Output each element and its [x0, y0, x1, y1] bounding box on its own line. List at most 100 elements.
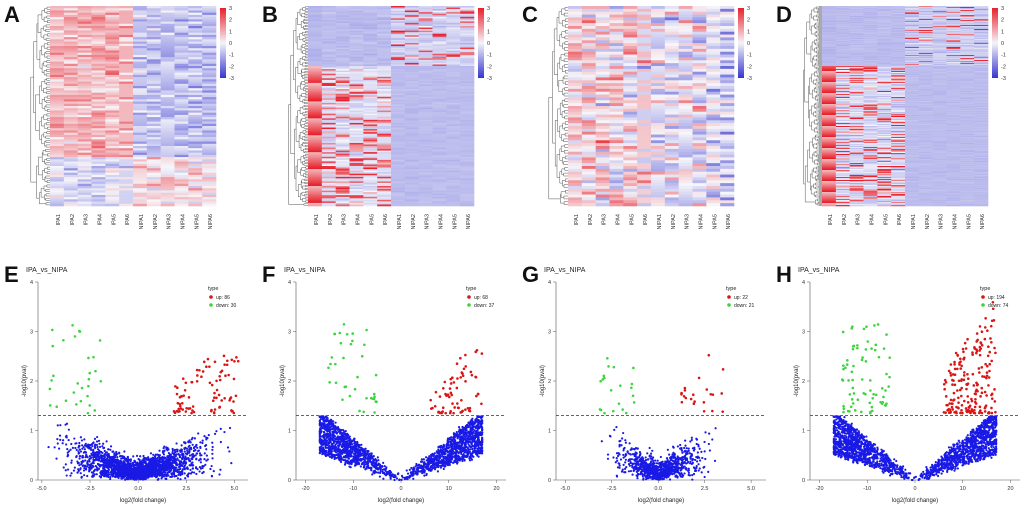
heatmap-cell: [63, 41, 78, 45]
heatmap-cell: [460, 201, 475, 204]
heatmap-cell: [863, 29, 878, 31]
panel-label-b: B: [262, 2, 278, 27]
heatmap-cell: [692, 48, 707, 53]
heatmap-cell: [581, 80, 596, 84]
heatmap-cell: [651, 114, 666, 118]
heatmap-cell: [651, 137, 666, 141]
heatmap-cell: [460, 16, 475, 19]
heatmap-b: IPA1 IPA2 IPA3 IPA4 IPA5 IPA6 NIPA1 NIPA2 NIPA3 N…: [288, 6, 492, 230]
dendrogram-branch: [565, 24, 568, 28]
dendrogram-branch: [818, 122, 822, 124]
dendrogram-branch: [818, 12, 822, 14]
heatmap-cell: [905, 85, 920, 87]
heatmap-cell: [335, 92, 350, 94]
heatmap-cell: [418, 155, 433, 158]
dendrogram-branch: [36, 165, 40, 199]
heatmap-cell: [308, 76, 323, 79]
heatmap-cell: [891, 28, 906, 30]
dendrogram-branch: [810, 185, 815, 195]
heatmap-cell: [651, 71, 666, 75]
heatmap-cell: [391, 109, 406, 111]
heatmap-cell: [404, 30, 419, 33]
heatmap-cell: [133, 23, 148, 27]
heatmap-cell: [720, 106, 735, 110]
heatmap-cell: [664, 108, 679, 113]
heatmap-cell: [391, 122, 406, 125]
heatmap-cell: [446, 24, 461, 27]
heatmap-cell: [432, 87, 447, 90]
heatmap-cell: [946, 23, 961, 25]
heatmap-cell: [637, 74, 652, 78]
heatmap-cell: [960, 76, 975, 78]
heatmap-cell: [432, 53, 447, 56]
heatmap-cell: [891, 65, 906, 67]
heatmap-cell: [418, 198, 433, 201]
heatmap-cell: [877, 34, 892, 36]
heatmap-cell: [308, 132, 323, 134]
heatmap-cell: [308, 187, 323, 190]
sample-label: NIPA6: [466, 214, 472, 230]
heatmap-cell: [133, 30, 148, 33]
heatmap-cell: [188, 192, 203, 196]
heatmap-cell: [133, 37, 148, 40]
heatmap-cell: [418, 70, 433, 73]
dendrogram-branch: [818, 162, 822, 164]
heatmap-cell: [692, 194, 707, 198]
heatmap-cell: [446, 133, 461, 136]
heatmap-cell: [877, 71, 892, 73]
heatmap-cell: [623, 83, 638, 87]
heatmap-cell: [363, 196, 378, 199]
heatmap-cell: [651, 60, 666, 64]
heatmap-cell: [446, 93, 461, 96]
heatmap-cell: [308, 122, 323, 125]
heatmap-cell: [321, 30, 336, 33]
dendrogram-branch: [818, 88, 822, 90]
heatmap-cell: [863, 79, 878, 81]
heatmap-cell: [119, 130, 134, 133]
heatmap-cell: [974, 38, 989, 40]
heatmap-cell: [706, 143, 721, 147]
panel-label-d: D: [776, 2, 792, 27]
heatmap-cell: [460, 50, 475, 53]
heatmap-cell: [363, 202, 378, 205]
heatmap-cell: [146, 68, 161, 71]
heatmap-cell: [105, 81, 120, 85]
heatmap-cell: [460, 44, 475, 47]
dendrogram-branch: [561, 111, 565, 118]
heatmap-cell: [202, 14, 217, 18]
heatmap-cell: [863, 49, 878, 51]
heatmap-cell: [146, 199, 161, 202]
heatmap-cell: [349, 176, 364, 179]
heatmap-cell: [202, 43, 217, 47]
heatmap-cell: [105, 201, 120, 205]
heatmap-cell: [835, 34, 850, 36]
heatmap-cell: [568, 54, 583, 58]
heatmap-cell: [308, 175, 323, 178]
heatmap-cell: [623, 203, 638, 207]
heatmap-cell: [581, 120, 596, 124]
heatmap-cell: [623, 60, 638, 64]
heatmap-cell: [568, 117, 583, 121]
heatmap-cell: [63, 166, 78, 169]
heatmap-cell: [63, 201, 78, 205]
heatmap-cell: [877, 46, 892, 48]
dendrogram-branch: [564, 115, 568, 120]
heatmap-cell: [377, 121, 392, 124]
heatmap-cell: [849, 71, 864, 73]
heatmap-cell: [202, 203, 217, 207]
heatmap-cell: [609, 20, 624, 24]
heatmap-cell: [50, 59, 65, 62]
heatmap-cell: [891, 14, 906, 16]
heatmap-cell: [174, 17, 189, 20]
heatmap-cell: [460, 186, 475, 188]
heatmap-cell: [202, 106, 217, 109]
heatmap-cell: [863, 48, 878, 50]
color-scale-tick: -3: [747, 76, 752, 82]
heatmap-cell: [609, 46, 624, 50]
heatmap-cell: [174, 106, 189, 109]
heatmap-cell: [202, 168, 217, 171]
heatmap-cell: [609, 86, 624, 90]
heatmap-cell: [308, 35, 323, 38]
heatmap-cell: [595, 97, 610, 101]
heatmap-cell: [460, 15, 475, 18]
